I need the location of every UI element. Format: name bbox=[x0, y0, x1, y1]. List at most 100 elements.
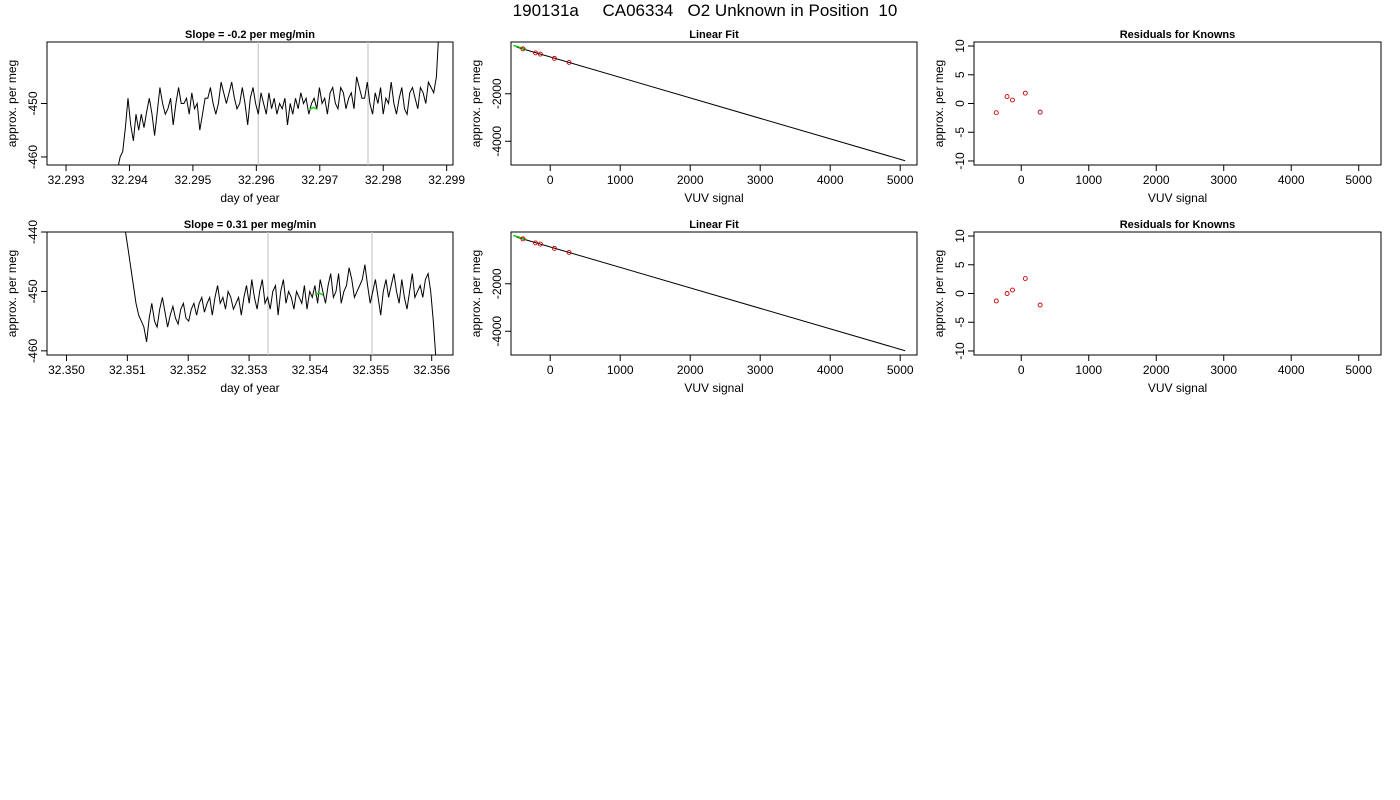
unknown-point bbox=[513, 234, 527, 241]
x-tick-label: 32.297 bbox=[301, 173, 338, 187]
data-point bbox=[520, 46, 526, 52]
y-tick-label: -450 bbox=[26, 91, 40, 115]
chart-panel-3: Residuals for Knowns 0 1000 2000 3000 4000 500… bbox=[932, 29, 1382, 205]
y-tick-label: -10 bbox=[953, 152, 967, 170]
plot-area bbox=[125, 232, 437, 355]
chart-title: Slope = 0.31 per meg/min bbox=[184, 219, 317, 231]
plot-area bbox=[993, 90, 1043, 116]
x-tick-label: 32.294 bbox=[111, 173, 148, 187]
data-point bbox=[566, 59, 572, 65]
data-point bbox=[520, 236, 526, 242]
data-point bbox=[993, 110, 999, 116]
chart-panel-4: Slope = 0.31 per meg/min 32.350 32.351 32.3… bbox=[5, 219, 454, 395]
data-point bbox=[537, 241, 543, 247]
plot-frame bbox=[510, 231, 918, 356]
x-tick-label: 32.295 bbox=[175, 173, 212, 187]
x-tick-label: 1000 bbox=[607, 363, 634, 377]
y-axis-label: approx. per meg bbox=[5, 60, 19, 147]
x-tick-label: 1000 bbox=[1075, 363, 1102, 377]
data-point bbox=[551, 245, 557, 251]
y-tick-label: -450 bbox=[26, 279, 40, 303]
x-tick-label: 5000 bbox=[1345, 173, 1372, 187]
x-tick-label: 1000 bbox=[607, 173, 634, 187]
x-tick-label: 32.353 bbox=[231, 363, 268, 377]
data-point bbox=[551, 55, 557, 61]
x-tick-label: 32.296 bbox=[238, 173, 275, 187]
x-axis-label: VUV signal bbox=[684, 381, 743, 395]
data-point bbox=[1004, 291, 1010, 296]
data-point bbox=[533, 240, 538, 246]
y-tick-label: -4000 bbox=[490, 126, 504, 157]
chart-title: Linear Fit bbox=[689, 219, 739, 231]
x-tick-label: 4000 bbox=[817, 173, 844, 187]
y-tick-label: -5 bbox=[953, 127, 967, 138]
x-tick-label: 5000 bbox=[887, 173, 914, 187]
y-tick-label: -10 bbox=[953, 342, 967, 360]
x-tick-label: 3000 bbox=[1210, 173, 1237, 187]
x-tick-label: 32.354 bbox=[292, 363, 329, 377]
fit-line bbox=[516, 46, 906, 162]
x-tick-label: 0 bbox=[547, 173, 554, 187]
x-tick-label: 2000 bbox=[1143, 363, 1170, 377]
plot-area bbox=[513, 234, 906, 352]
chart-panel-1: Slope = -0.2 per meg/min 32.293 32.294 32.2… bbox=[5, 29, 465, 205]
chart-title: Residuals for Knowns bbox=[1120, 219, 1236, 231]
y-tick-label: -2000 bbox=[490, 78, 504, 109]
chart-title: Slope = -0.2 per meg/min bbox=[185, 29, 315, 41]
plot-area bbox=[513, 44, 906, 162]
y-tick-label: 5 bbox=[953, 71, 967, 78]
data-point bbox=[566, 249, 572, 255]
x-tick-label: 2000 bbox=[677, 173, 704, 187]
plot-frame bbox=[973, 231, 1382, 356]
chart-title: Residuals for Knowns bbox=[1120, 29, 1236, 41]
page-title: 190131a CA06334 O2 Unknown in Position 1… bbox=[512, 1, 898, 20]
y-tick-label: -440 bbox=[26, 220, 40, 244]
plot-frame bbox=[510, 41, 918, 166]
x-tick-label: 5000 bbox=[1345, 363, 1372, 377]
data-point bbox=[533, 50, 538, 56]
y-tick-label: -2000 bbox=[490, 268, 504, 299]
y-tick-label: 10 bbox=[953, 229, 967, 243]
unknown-point bbox=[513, 44, 527, 51]
x-tick-label: 4000 bbox=[1278, 173, 1305, 187]
x-tick-label: 32.299 bbox=[428, 173, 465, 187]
x-tick-label: 4000 bbox=[1278, 363, 1305, 377]
x-tick-label: 3000 bbox=[1210, 363, 1237, 377]
x-axis-label: VUV signal bbox=[1148, 381, 1207, 395]
x-tick-label: 2000 bbox=[677, 363, 704, 377]
chart-panel-6: Residuals for Knowns 0 1000 2000 3000 4000 500… bbox=[932, 219, 1382, 395]
chart-panel-5: Linear Fit 0 1000 2000 3000 4000 5000 -4000 -200… bbox=[469, 219, 918, 395]
x-tick-label: 5000 bbox=[887, 363, 914, 377]
x-tick-label: 3000 bbox=[747, 363, 774, 377]
x-tick-label: 2000 bbox=[1143, 173, 1170, 187]
chart-title: Linear Fit bbox=[689, 29, 739, 41]
y-tick-label: 0 bbox=[953, 290, 967, 297]
x-axis-label: day of year bbox=[220, 191, 279, 205]
y-tick-label: -4000 bbox=[490, 316, 504, 347]
data-point bbox=[537, 51, 543, 57]
y-tick-label: -460 bbox=[26, 145, 40, 169]
data-point bbox=[1004, 94, 1010, 100]
plot-frame bbox=[46, 231, 454, 356]
chart-panel-2: Linear Fit 0 1000 2000 3000 4000 5000 -4000 -200… bbox=[469, 29, 918, 205]
y-axis-label: approx. per meg bbox=[5, 250, 19, 337]
highlight-point bbox=[314, 292, 324, 296]
x-tick-label: 32.350 bbox=[48, 363, 85, 377]
x-tick-label: 32.355 bbox=[352, 363, 389, 377]
y-tick-label: 10 bbox=[953, 39, 967, 53]
data-point bbox=[1037, 109, 1043, 115]
y-axis-label: approx. per meg bbox=[469, 60, 483, 147]
y-tick-label: 5 bbox=[953, 261, 967, 268]
y-tick-label: -5 bbox=[953, 317, 967, 328]
x-tick-label: 1000 bbox=[1075, 173, 1102, 187]
data-point bbox=[1010, 287, 1015, 293]
x-axis-label: VUV signal bbox=[684, 191, 743, 205]
x-tick-label: 0 bbox=[547, 363, 554, 377]
x-axis-label: day of year bbox=[220, 381, 279, 395]
y-axis-label: approx. per meg bbox=[932, 60, 946, 147]
x-tick-label: 32.298 bbox=[365, 173, 402, 187]
x-tick-label: 4000 bbox=[817, 363, 844, 377]
x-tick-label: 0 bbox=[1018, 363, 1025, 377]
y-axis-label: approx. per meg bbox=[469, 250, 483, 337]
